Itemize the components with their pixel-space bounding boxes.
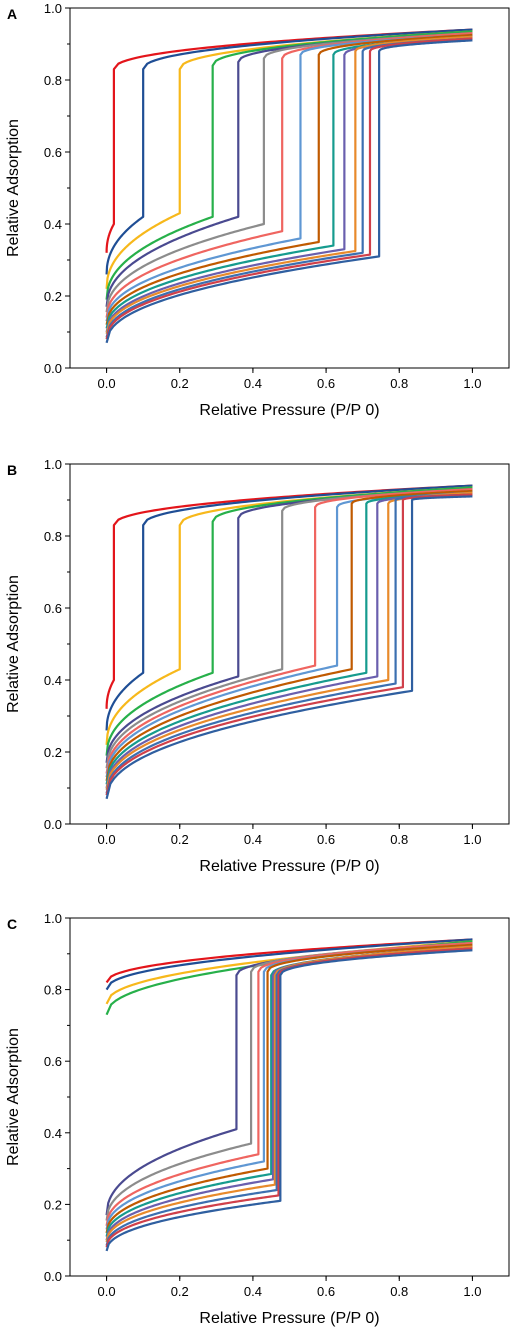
series-line-3 xyxy=(105,486,473,745)
series-group xyxy=(105,938,473,1252)
y-tick-label: 0.4 xyxy=(44,1126,62,1141)
x-tick-label: 0.2 xyxy=(171,1284,189,1299)
series-line-15 xyxy=(105,495,473,800)
y-tick-label: 1.0 xyxy=(44,457,62,472)
y-tick-label: 1.0 xyxy=(44,911,62,926)
series-line-6 xyxy=(105,941,473,1221)
y-tick-label: 0.4 xyxy=(44,673,62,688)
series-line-7 xyxy=(105,488,473,774)
series-line-2 xyxy=(105,28,473,275)
x-tick-label: 0.2 xyxy=(171,832,189,847)
x-tick-label: 0.8 xyxy=(390,376,408,391)
x-tick-label: 0.8 xyxy=(390,1284,408,1299)
chart-panel-a: 0.0 0.2 0.4 0.6 0.8 1.0 0.0 0.2 0.4 0.6 0.8 1.0 Rela… xyxy=(5,1,510,419)
x-tick-label: 1.0 xyxy=(463,376,481,391)
y-tick-label: 0.0 xyxy=(44,361,62,376)
series-line-15 xyxy=(105,949,473,1252)
y-tick-label: 0.0 xyxy=(44,1269,62,1284)
chart-panel-b: 0.0 0.2 0.4 0.6 0.8 1.0 0.0 0.2 0.4 0.6 0.8 1.0 Rela… xyxy=(5,457,510,875)
series-line-12 xyxy=(105,945,473,1243)
plot-frame xyxy=(69,7,510,369)
series-group xyxy=(105,28,473,344)
series-line-10 xyxy=(105,35,473,329)
x-tick-label: 0.4 xyxy=(244,376,262,391)
x-axis-title: Relative Pressure (P/P 0) xyxy=(199,402,379,419)
panel-label: B xyxy=(7,462,17,478)
series-line-14 xyxy=(105,493,473,796)
series-line-7 xyxy=(105,32,473,318)
x-tick-label: 0.4 xyxy=(244,832,262,847)
series-line-9 xyxy=(105,489,473,782)
series-line-7 xyxy=(105,941,473,1227)
series-line-12 xyxy=(105,35,473,335)
x-tick-label: 0.8 xyxy=(390,832,408,847)
y-tick-label: 0.0 xyxy=(44,817,62,832)
series-line-11 xyxy=(105,35,473,333)
x-tick-label: 0.0 xyxy=(98,376,116,391)
series-line-8 xyxy=(105,33,473,322)
x-axis-title: Relative Pressure (P/P 0) xyxy=(199,858,379,875)
series-line-1 xyxy=(105,484,473,709)
y-tick-label: 0.8 xyxy=(44,983,62,998)
y-tick-label: 0.8 xyxy=(44,529,62,544)
series-line-5 xyxy=(105,488,473,763)
series-line-4 xyxy=(105,486,473,756)
x-tick-label: 0.0 xyxy=(98,832,116,847)
series-line-6 xyxy=(105,488,473,769)
y-axis-title: Relative Adsorption xyxy=(5,1028,22,1166)
x-tick-label: 0.2 xyxy=(171,376,189,391)
series-line-14 xyxy=(105,37,473,340)
series-line-15 xyxy=(105,39,473,344)
panel-label: A xyxy=(7,6,17,22)
x-tick-label: 1.0 xyxy=(463,832,481,847)
y-tick-label: 0.2 xyxy=(44,745,62,760)
y-tick-label: 0.6 xyxy=(44,1054,62,1069)
series-line-13 xyxy=(105,947,473,1246)
chart-panel-c: 0.0 0.2 0.4 0.6 0.8 1.0 0.0 0.2 0.4 0.6 0.8 1.0 Rela… xyxy=(5,911,510,1327)
panel-label: C xyxy=(7,916,17,932)
x-tick-label: 0.4 xyxy=(244,1284,262,1299)
plot-frame xyxy=(69,463,510,825)
y-tick-label: 1.0 xyxy=(44,1,62,16)
series-line-9 xyxy=(105,943,473,1234)
x-tick-label: 0.0 xyxy=(98,1284,116,1299)
series-line-11 xyxy=(105,945,473,1241)
y-tick-label: 0.6 xyxy=(44,145,62,160)
x-tick-label: 0.6 xyxy=(317,1284,335,1299)
series-line-2 xyxy=(105,484,473,731)
y-tick-label: 0.6 xyxy=(44,601,62,616)
y-tick-label: 0.2 xyxy=(44,289,62,304)
series-line-3 xyxy=(105,30,473,289)
series-line-9 xyxy=(105,33,473,326)
y-tick-label: 0.2 xyxy=(44,1197,62,1212)
series-line-14 xyxy=(105,947,473,1248)
series-line-2 xyxy=(105,938,473,991)
series-line-1 xyxy=(105,28,473,253)
series-line-8 xyxy=(105,943,473,1230)
series-group xyxy=(105,484,473,800)
x-tick-label: 1.0 xyxy=(463,1284,481,1299)
x-axis-title: Relative Pressure (P/P 0) xyxy=(199,1310,379,1327)
y-axis-title: Relative Adsorption xyxy=(5,575,22,713)
x-tick-label: 0.6 xyxy=(317,376,335,391)
y-axis-title: Relative Adsorption xyxy=(5,119,22,257)
x-tick-label: 0.6 xyxy=(317,832,335,847)
series-line-4 xyxy=(105,30,473,300)
y-tick-label: 0.8 xyxy=(44,73,62,88)
plot-frame xyxy=(69,917,510,1277)
y-tick-label: 0.4 xyxy=(44,217,62,232)
